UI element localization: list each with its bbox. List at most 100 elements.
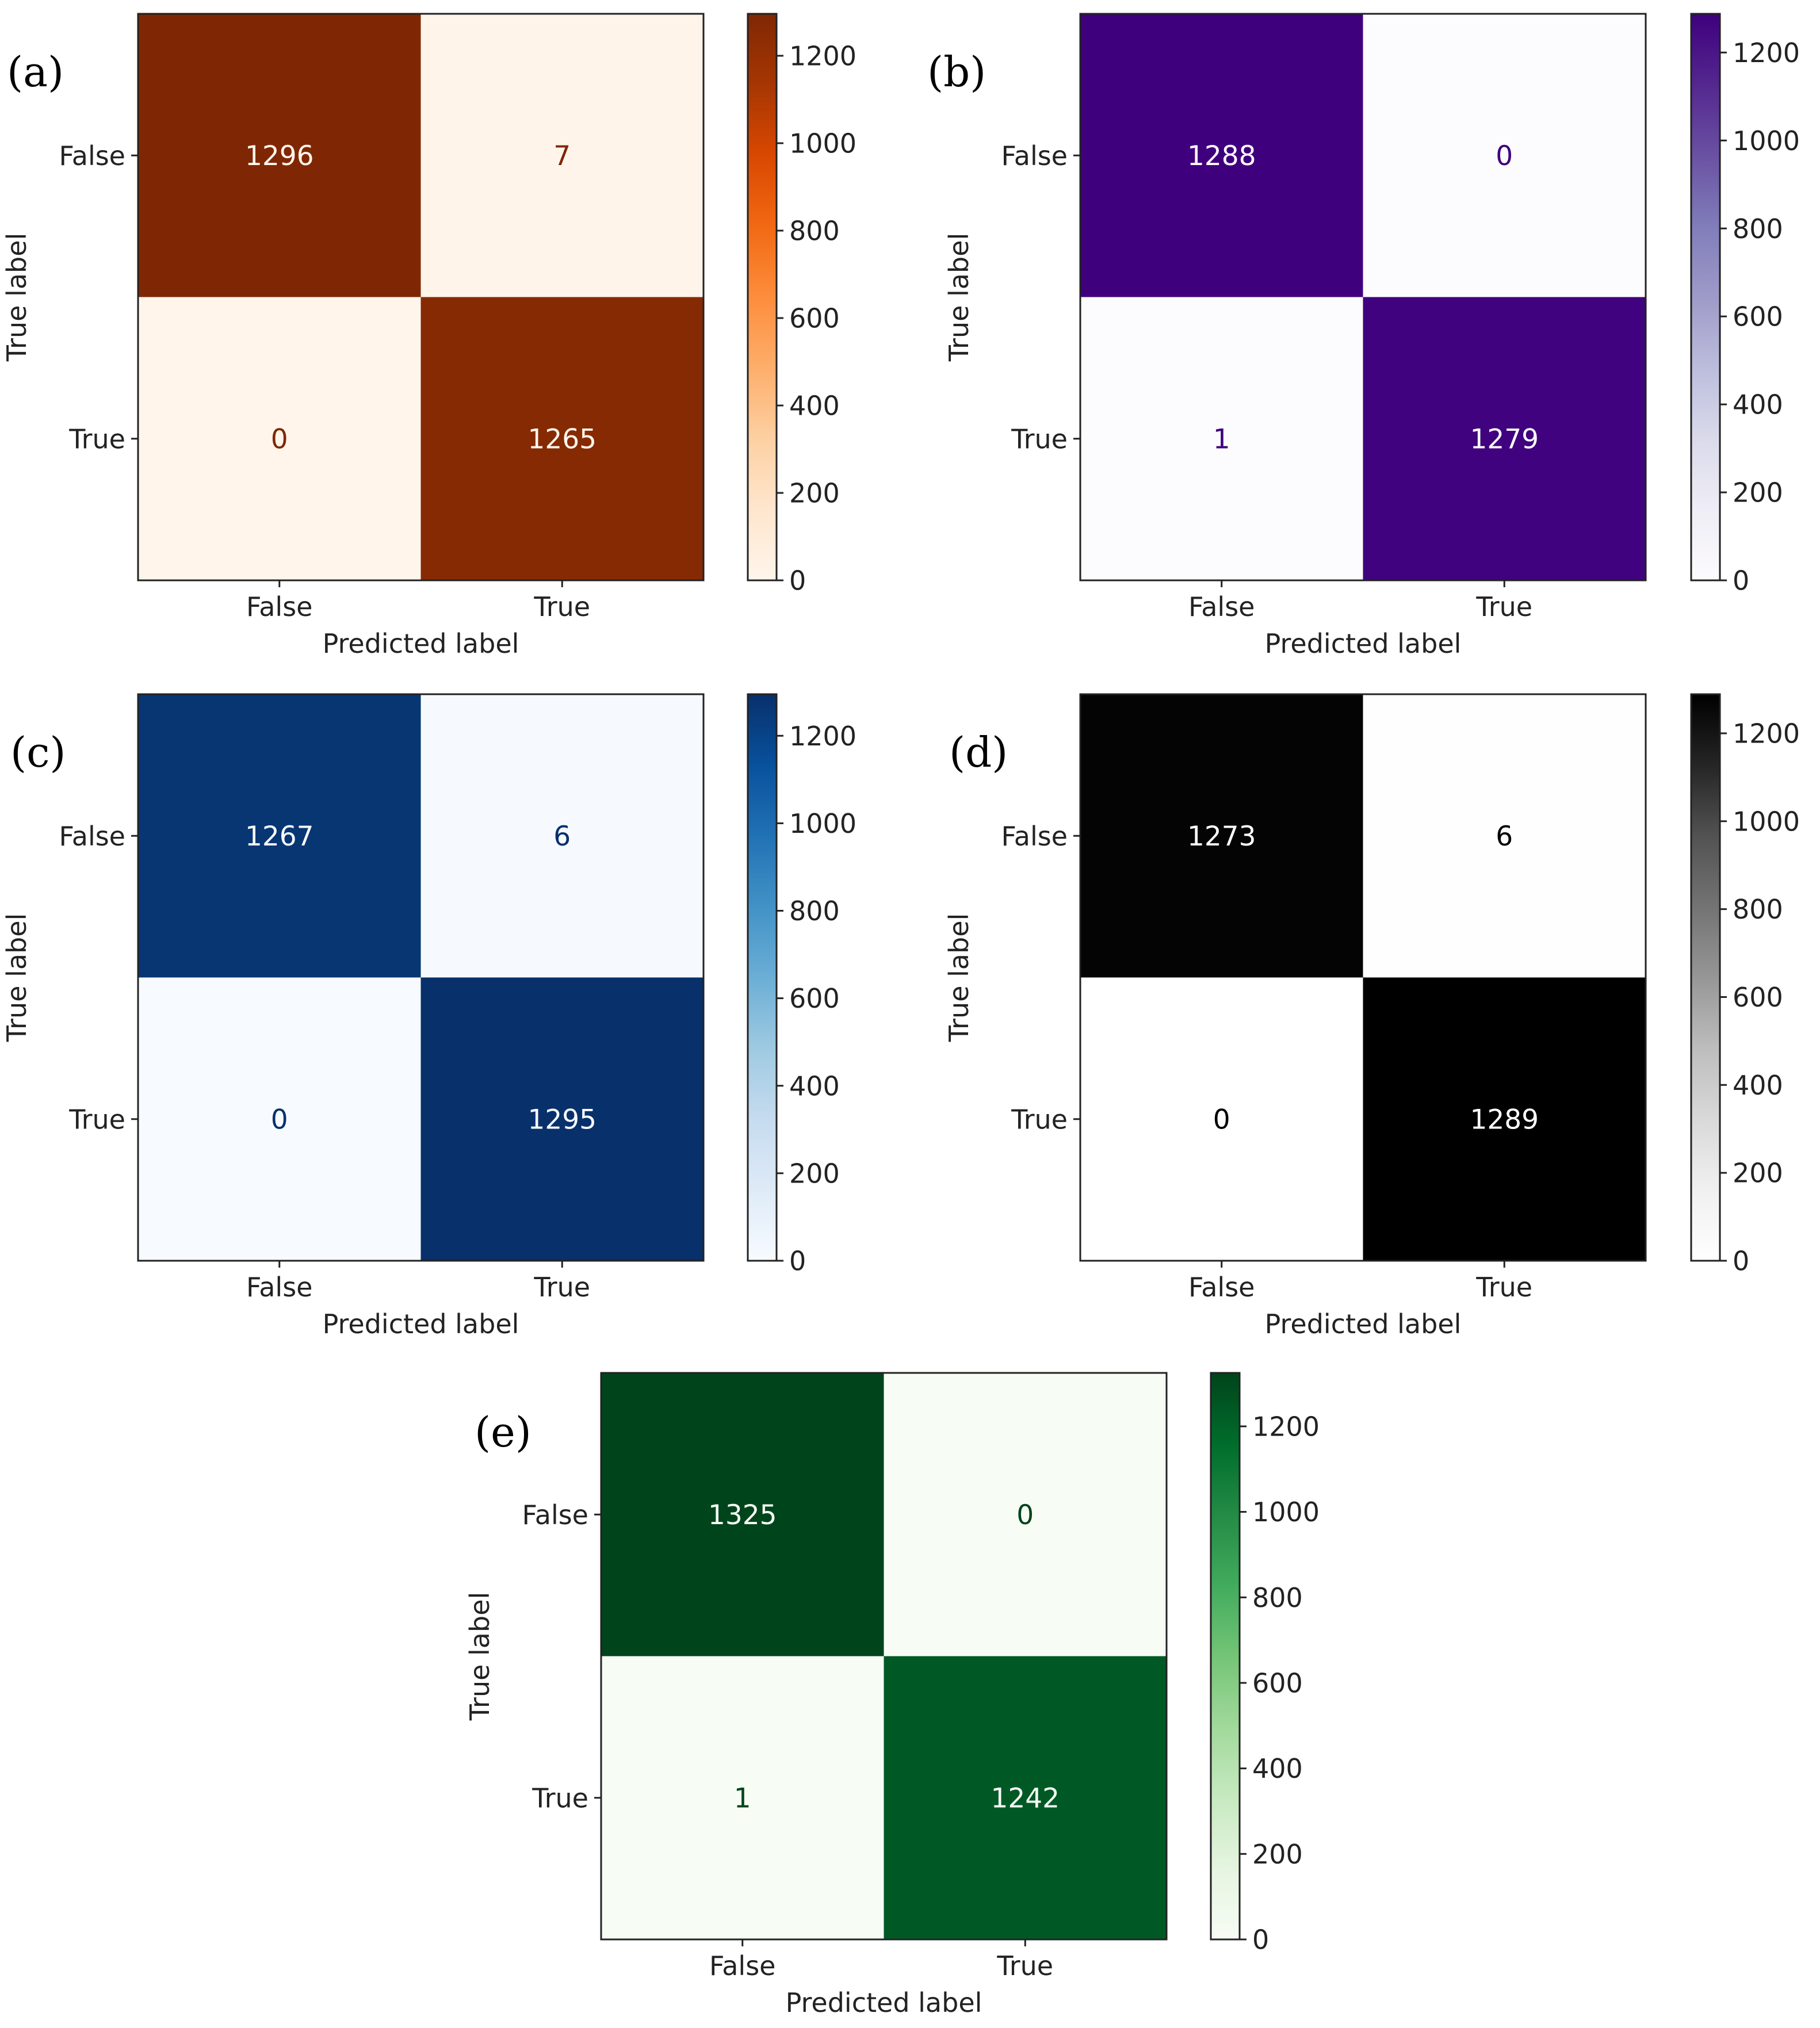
colorbar-tick-label: 800 [789,896,840,927]
x-axis-title: Predicted label [323,628,519,659]
y-tick-label: True [68,423,125,454]
cell-value-label: 1279 [1470,424,1539,456]
panel-label: (e) [475,1408,532,1456]
colorbar-tick-label: 600 [1252,1668,1303,1699]
x-axis-title: Predicted label [1265,628,1462,659]
colorbar-tick-label: 1000 [789,128,857,159]
axes-frame [600,1372,1168,1941]
y-tick-label: False [1001,821,1068,852]
x-tick-label: True [996,1950,1053,1981]
y-tick-label: True [532,1782,588,1813]
heatmap-cell [138,977,421,1261]
panel-label: (c) [10,728,66,776]
y-axis-title: True label [943,913,974,1043]
y-tick-label: False [59,140,125,171]
colorbar-tick-label: 1200 [1733,718,1800,749]
colorbar-tick-label: 800 [789,216,840,247]
colorbar [1690,13,1721,581]
y-tick-label: True [68,1104,125,1135]
cell-value-label: 1273 [1187,821,1256,852]
colorbar-tick-label: 1200 [1252,1411,1320,1442]
x-axis-title: Predicted label [323,1308,519,1340]
y-tick-label: True [1011,423,1068,454]
heatmap-cell [1080,694,1363,978]
heatmap-cell [420,694,703,978]
cell-value-label: 0 [1496,140,1513,172]
x-axis-title: Predicted label [786,1987,982,2018]
cell-value-label: 6 [1496,821,1513,852]
colorbar-tick-label: 600 [1733,301,1783,332]
confusion-matrix-panel-c: 1267 6 0 1295 False True False True Predicted la… [1,693,857,1340]
cell-value-label: 1289 [1470,1104,1539,1136]
axes-frame [1079,13,1647,581]
colorbar-tick-label: 800 [1252,1582,1303,1613]
colorbar-tick-label: 800 [1733,894,1783,925]
colorbar-tick-label: 200 [1252,1839,1303,1870]
panel-label: (d) [949,728,1008,776]
x-tick-label: True [1475,1272,1532,1303]
axes-frame [137,693,705,1262]
confusion-matrix-panel-b: 1288 0 1 1279 False True False True Predicted la… [927,13,1800,659]
heatmap-cell [1080,297,1363,580]
colorbar-tick-label: 200 [1733,1158,1783,1189]
x-tick-label: True [533,591,590,622]
colorbar-tick-label: 1200 [789,721,857,752]
colorbar [1690,693,1721,1262]
heatmap-cell [138,297,421,580]
colorbar-tick-label: 400 [789,1070,840,1101]
heatmap-cell [1080,977,1363,1261]
x-tick-label: False [246,1272,312,1303]
cell-value-label: 1265 [527,424,597,456]
colorbar-tick-label: 400 [1252,1753,1303,1784]
heatmap-cell [1363,694,1646,978]
heatmap-cell [1363,977,1646,1261]
colorbar-tick-label: 0 [1733,1246,1749,1277]
x-tick-label: True [533,1272,590,1303]
colorbar [747,13,778,581]
heatmap-cell [884,1373,1167,1656]
colorbar-tick-label: 0 [1733,565,1749,596]
cell-value-label: 0 [1016,1499,1034,1531]
cell-value-label: 1288 [1187,140,1256,172]
colorbar-tick-label: 600 [789,983,840,1014]
cell-value-label: 6 [553,821,571,852]
colorbar-tick-label: 200 [789,478,840,509]
confusion-matrix-panel-a: 1296 7 0 1265 False True False True Predicted la… [1,13,857,659]
y-axis-title: True label [943,233,974,362]
cell-value-label: 1 [1213,424,1230,456]
colorbar [747,693,778,1262]
x-tick-label: False [246,591,312,622]
axes-frame [1079,693,1647,1262]
y-tick-label: False [522,1499,588,1530]
y-tick-label: False [1001,140,1068,171]
x-tick-label: True [1475,591,1532,622]
colorbar-tick-label: 1000 [1252,1497,1320,1528]
heatmap-cell [1080,14,1363,297]
colorbar-tick-label: 400 [1733,1070,1783,1101]
panel-label: (a) [7,48,64,96]
heatmap-cell [601,1373,884,1656]
colorbar-tick-label: 1000 [1733,125,1800,156]
colorbar-tick-label: 200 [1733,477,1783,508]
cell-value-label: 1267 [245,821,314,852]
cell-value-label: 0 [271,1104,288,1136]
heatmap-cell [601,1656,884,1939]
colorbar [1210,1372,1241,1941]
colorbar-tick-label: 0 [1252,1924,1269,1956]
heatmap-cell [420,977,703,1261]
heatmap-cell [138,694,421,978]
colorbar-tick-label: 0 [789,1246,806,1277]
colorbar-tick-label: 600 [1733,982,1783,1013]
colorbar-tick-label: 1200 [789,41,857,72]
cell-value-label: 0 [271,424,288,456]
y-axis-title: True label [1,233,32,362]
heatmap-cell [884,1656,1167,1939]
colorbar-tick-label: 400 [789,391,840,422]
y-tick-label: False [59,821,125,852]
colorbar-tick-label: 1200 [1733,37,1800,68]
confusion-matrix-panel-d: 1273 6 0 1289 False True False True Predicted la… [943,693,1800,1340]
colorbar-tick-label: 400 [1733,389,1783,420]
axes-frame [137,13,705,581]
y-tick-label: True [1011,1104,1068,1135]
